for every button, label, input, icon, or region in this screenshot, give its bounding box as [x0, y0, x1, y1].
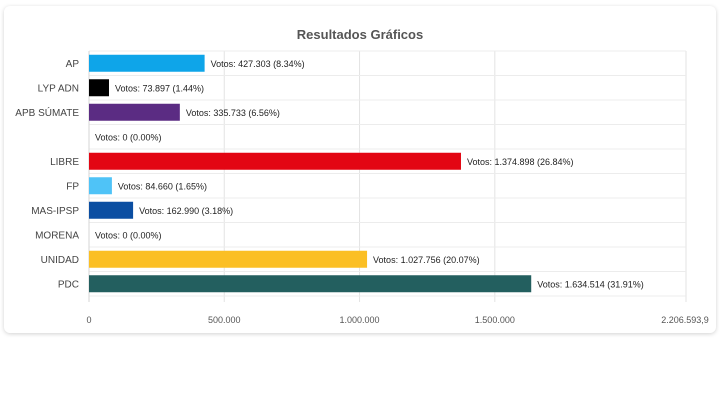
- data-label: Votos: 335.733 (6.56%): [186, 108, 280, 118]
- category-label: APB SÚMATE: [15, 106, 79, 119]
- x-tick-label: 500.000: [208, 315, 241, 325]
- data-label: Votos: 1.374.898 (26.84%): [467, 157, 574, 167]
- bar: [89, 152, 461, 170]
- data-label: Votos: 0 (0.00%): [95, 132, 162, 142]
- bar: [89, 103, 180, 121]
- bar: [89, 79, 109, 97]
- category-label: FP: [66, 181, 79, 192]
- bar: [89, 250, 368, 268]
- data-label: Votos: 0 (0.00%): [95, 230, 162, 240]
- x-tick-label: 1.000.000: [340, 315, 380, 325]
- x-tick-label: 0: [86, 315, 91, 325]
- category-label: AP: [66, 59, 80, 70]
- data-label: Votos: 1.027.756 (20.07%): [373, 255, 480, 265]
- category-label: MAS-IPSP: [31, 206, 79, 217]
- data-label: Votos: 427.303 (8.34%): [211, 59, 305, 69]
- bar: [89, 54, 205, 72]
- data-label: Votos: 73.897 (1.44%): [115, 83, 204, 93]
- bar: [89, 201, 134, 219]
- bar: [89, 177, 112, 195]
- category-label: LIBRE: [50, 157, 79, 168]
- bar: [89, 275, 532, 293]
- x-tick-label: 1.500.000: [475, 315, 515, 325]
- data-label: Votos: 84.660 (1.65%): [118, 181, 207, 191]
- data-label: Votos: 162.990 (3.18%): [139, 206, 233, 216]
- category-label: PDC: [58, 279, 79, 290]
- category-label: LYP ADN: [38, 83, 79, 94]
- data-label: Votos: 1.634.514 (31.91%): [537, 279, 644, 289]
- category-label: MORENA: [35, 230, 79, 241]
- x-tick-label: 2.206.593,9: [661, 315, 709, 325]
- category-label: UNIDAD: [41, 255, 79, 266]
- chart-title: Resultados Gráficos: [296, 27, 424, 42]
